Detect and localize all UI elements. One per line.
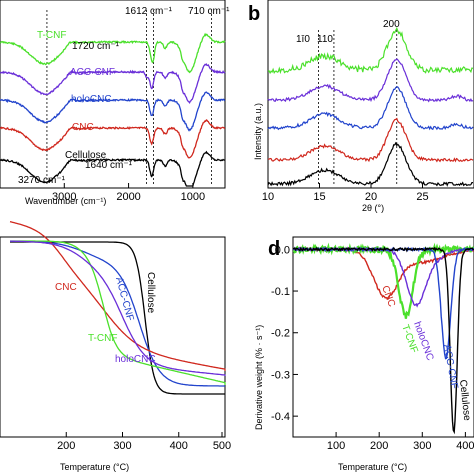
panel-d-plot: 100 200 300 400 0.0 -0.1 -0.2 -0.3 -0.4 <box>271 242 474 452</box>
panel-b-plot: 10 15 20 25 <box>262 26 474 203</box>
panel-d-xlabel: Temperature (°C) <box>338 462 407 472</box>
panel-b-series-holocnc <box>267 86 474 131</box>
series-label-d-cellulose: Cellulose <box>457 379 472 421</box>
series-label-cellulose: Cellulose <box>65 150 107 161</box>
panel-c-plot: 200 300 400 500 <box>9 221 231 452</box>
panel-d-ytick-label: -0.4 <box>271 411 290 423</box>
annotation-1640: 1640 cm⁻¹ <box>85 160 133 171</box>
series-label-c-cellulose: Cellulose <box>145 272 156 314</box>
panel-c-xtick-label: 400 <box>170 440 188 452</box>
panel-c-frame <box>0 236 226 438</box>
panel-a-xlabel: Wavenumber (cm⁻¹) <box>25 196 106 206</box>
panel-a-frame <box>0 0 226 189</box>
panel-a-xtick-label: 2000 <box>116 191 140 203</box>
panel-d-series-cellulose <box>292 246 474 435</box>
panel-c-xtick-label: 200 <box>57 440 75 452</box>
series-label-acccnf: ACC-CNF <box>70 67 115 78</box>
panel-d-xtick-label: 100 <box>327 440 345 452</box>
panel-d-frame <box>292 236 474 438</box>
panel-d-xtick-label: 200 <box>370 440 388 452</box>
series-label-tcnf: T-CNF <box>37 30 66 41</box>
panel-a-series-holocnc <box>0 91 226 132</box>
panel-a-series-t-cnf <box>0 32 226 74</box>
panel-b-xtick-label: 25 <box>416 191 428 203</box>
panel-d-xtick-label: 400 <box>456 440 474 452</box>
peak-label-1-10: 1ī0 <box>296 34 310 45</box>
panel-c-xtick-label: 300 <box>113 440 131 452</box>
series-label-cnc: CNC <box>72 122 94 133</box>
panel-a-xtick-label: 3000 <box>52 191 76 203</box>
panel-c-series-t-cnf <box>10 240 226 385</box>
panel-b-ylabel: Intensity (a.u.) <box>253 103 263 160</box>
panel-b-xtick-label: 10 <box>262 191 274 203</box>
peak-label-110: 110 <box>317 34 333 45</box>
panel-c-series-acc-cnf <box>10 240 225 387</box>
series-label-c-cnc: CNC <box>55 282 77 293</box>
series-label-holocnc: holoCNC <box>71 94 112 105</box>
panel-b-series-cellulose <box>267 141 473 187</box>
panel-b-xtick-label: 20 <box>365 191 377 203</box>
panel-d-ytick-label: -0.1 <box>271 286 290 298</box>
panel-c-xlabel: Temperature (°C) <box>60 462 129 472</box>
panel-d-ytick-label: -0.3 <box>271 369 290 381</box>
panel-c-series-cnc <box>9 221 226 371</box>
annotation-1720: 1720 cm⁻¹ <box>72 41 120 52</box>
panel-a-series-cellulose <box>0 150 226 187</box>
panel-c-series-holocnc <box>10 240 226 376</box>
annotation-1612: 1612 cm⁻¹ <box>125 6 173 17</box>
panel-b-series-t-cnf <box>267 26 474 75</box>
panel-a-series-cnc <box>0 119 226 159</box>
peak-label-200: 200 <box>383 19 400 30</box>
panel-d-ytick-label: -0.2 <box>271 328 290 340</box>
panel-d-ylabel: Derivative weight (% · s⁻¹) <box>254 325 264 430</box>
series-label-c-tcnf: T-CNF <box>88 333 117 344</box>
annotation-3270: 3270 cm⁻¹ <box>18 175 66 186</box>
panel-b-xtick-label: 15 <box>313 191 325 203</box>
series-label-c-acccnf: ACC-CNF <box>113 276 135 322</box>
annotation-710: 710 cm⁻¹ <box>188 6 230 17</box>
panel-a-series-acc-cnf <box>0 63 226 104</box>
panel-b-series-cnc <box>268 117 474 163</box>
panel-a-plot: 3000 2000 1000 <box>0 10 226 203</box>
panel-d-ytick-label: 0.0 <box>275 244 290 256</box>
panel-d-label: d <box>268 238 280 260</box>
panel-a-xtick-label: 1000 <box>181 191 205 203</box>
panel-d-series-acc-cnf <box>292 246 474 360</box>
series-label-c-holocnc: holoCNC <box>115 354 156 365</box>
panel-c-xtick-label: 500 <box>213 440 231 452</box>
panel-b-label: b <box>248 3 260 25</box>
panel-b-series-acc-cnf <box>267 58 474 103</box>
panel-b-xlabel: 2θ (°) <box>362 203 384 213</box>
panel-d-xtick-label: 300 <box>413 440 431 452</box>
